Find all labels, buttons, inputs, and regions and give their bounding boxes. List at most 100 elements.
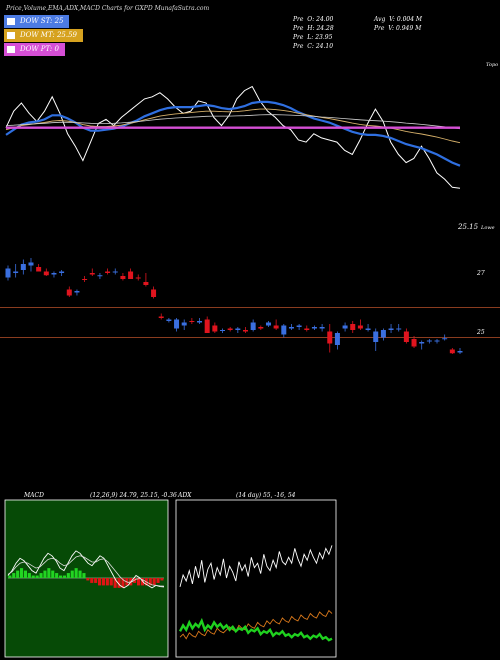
- candle-body: [357, 325, 363, 329]
- info-row-pre-volume: Pre V: 0.949 M: [374, 25, 422, 32]
- candle-body: [327, 331, 333, 344]
- macd-histogram-bar: [35, 575, 39, 578]
- last-price-label: 25.15: [457, 223, 479, 231]
- macd-histogram-bar: [20, 568, 24, 578]
- legend-dow-pt: DOW PT: 0: [4, 43, 65, 56]
- ema-series-0: [5, 85, 461, 189]
- info-row-close: Pre C: 24.10: [293, 43, 334, 50]
- adx-params: (14 day) 55, -16, 54: [236, 492, 296, 499]
- macd-histogram-bar: [105, 578, 109, 586]
- candle-body: [403, 331, 409, 342]
- candle-body: [373, 331, 379, 342]
- candle-body: [304, 328, 310, 330]
- level-label-25: 25: [476, 329, 485, 336]
- legend-dow-mt: DOW MT: 25.59: [4, 29, 83, 42]
- candle-body: [181, 322, 187, 326]
- candle-body: [66, 289, 72, 296]
- legend-swatch-mt: [7, 32, 15, 39]
- candle-body: [212, 325, 218, 332]
- macd-histogram-bar: [117, 578, 121, 588]
- candle-body: [5, 268, 11, 278]
- macd-series-0: [7, 550, 165, 589]
- chart-title: Price,Volume,EMA,ADX,MACD Charts for GXP…: [6, 5, 210, 12]
- candle-body: [36, 267, 42, 272]
- macd-histogram-bar: [86, 578, 90, 581]
- candle-body: [128, 271, 134, 279]
- candle-body: [143, 282, 149, 285]
- candle-body: [396, 328, 402, 330]
- candle-body: [273, 325, 279, 329]
- macd-series-1: [7, 555, 165, 587]
- macd-histogram-bar: [23, 570, 27, 578]
- macd-histogram-bar: [55, 573, 59, 578]
- macd-histogram-bar: [90, 578, 94, 583]
- candle-body: [105, 271, 111, 273]
- macd-histogram-bar: [98, 578, 102, 586]
- candle-body: [13, 271, 19, 273]
- macd-histogram-bar: [148, 578, 152, 586]
- candle-body: [43, 271, 49, 276]
- candle-body: [20, 264, 26, 270]
- candle-body: [112, 271, 118, 273]
- candle-body: [120, 276, 126, 279]
- candle-panel: [0, 258, 500, 354]
- macd-histogram-bar: [51, 570, 55, 578]
- candle-body: [411, 339, 417, 347]
- candle-body: [174, 319, 180, 329]
- candle-body: [457, 351, 463, 353]
- macd-histogram-bar: [101, 578, 105, 586]
- candle-body: [82, 279, 88, 280]
- macd-histogram-bar: [152, 578, 156, 586]
- macd-histogram-bar: [94, 578, 98, 583]
- macd-histogram-bar: [113, 578, 117, 588]
- legend-swatch-st: [7, 18, 15, 25]
- macd-histogram-bar: [43, 570, 47, 578]
- adx-series-2: [178, 617, 333, 642]
- candle-body: [220, 330, 226, 331]
- macd-histogram-bar: [12, 573, 16, 578]
- candle-body: [342, 325, 348, 329]
- candle-body: [242, 330, 248, 332]
- candle-body: [350, 324, 356, 330]
- macd-histogram-bar: [78, 570, 82, 578]
- candle-body: [449, 349, 455, 354]
- info-row-open: Pre O: 24.00: [293, 16, 334, 23]
- macd-label: MACD: [23, 492, 44, 499]
- candle-body: [281, 325, 287, 335]
- macd-histogram-bar: [82, 573, 86, 578]
- top-label: Topo: [486, 62, 498, 68]
- adx-frame: [175, 499, 337, 658]
- candle-body: [235, 328, 241, 330]
- candle-body: [296, 325, 302, 327]
- macd-plot: [7, 550, 165, 589]
- macd-histogram-bar: [121, 578, 125, 588]
- candle-body: [59, 271, 65, 273]
- info-row-low: Pre L: 23.95: [293, 34, 333, 41]
- ema-series-3: [5, 114, 461, 130]
- candle-body: [380, 330, 386, 338]
- macd-params: (12,26,9) 24.79, 25.15, -0.36: [90, 492, 177, 499]
- adx-series-1: [179, 609, 333, 640]
- candle-body: [311, 327, 317, 329]
- level-label-27: 27: [476, 270, 485, 277]
- macd-histogram-bar: [31, 575, 35, 578]
- candle-body: [419, 342, 425, 344]
- macd-histogram-bar: [16, 570, 20, 578]
- macd-histogram-bar: [27, 573, 31, 578]
- macd-histogram-bar: [62, 575, 66, 578]
- candle-body: [204, 319, 210, 333]
- candle-body: [189, 321, 195, 322]
- candle-body: [365, 328, 371, 330]
- candle-body: [258, 327, 264, 329]
- info-row-high: Pre H: 24.28: [293, 25, 334, 32]
- candle-body: [227, 328, 233, 330]
- candle-body: [135, 277, 141, 279]
- candle-body: [151, 289, 157, 297]
- macd-histogram-bar: [70, 570, 74, 578]
- macd-histogram-bar: [156, 578, 160, 583]
- macd-histogram-bar: [66, 573, 70, 578]
- candle-body: [426, 340, 432, 342]
- macd-histogram-bar: [109, 578, 113, 586]
- candle-body: [319, 327, 325, 329]
